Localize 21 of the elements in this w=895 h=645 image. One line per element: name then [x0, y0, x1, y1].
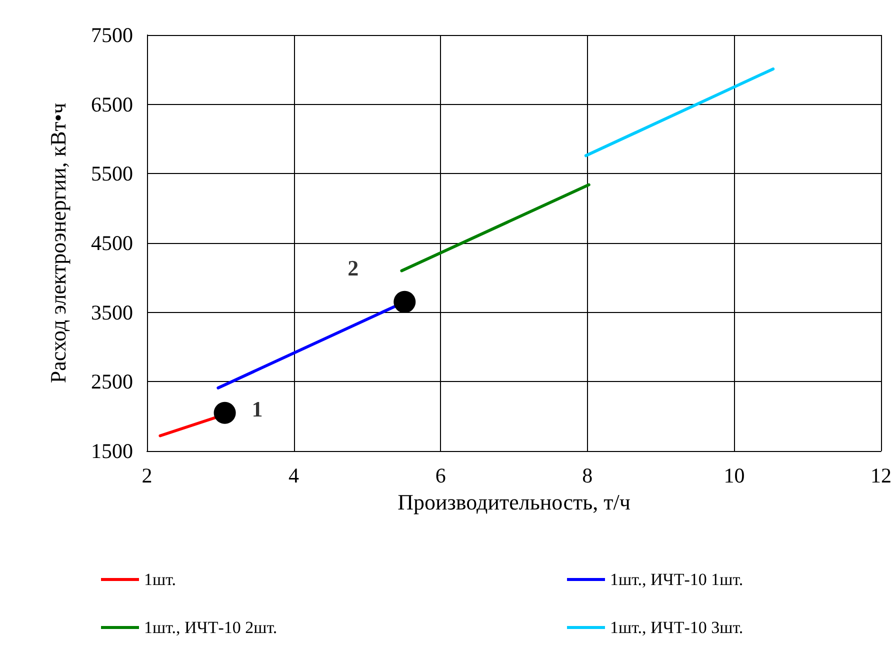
y-tick-label: 2500	[91, 370, 133, 394]
x-tick-label: 8	[582, 464, 593, 488]
y-tick-label: 3500	[91, 300, 133, 324]
legend-label: 1шт., ИЧТ-10 2шт.	[144, 618, 278, 637]
x-axis-title: Производительность, т/ч	[398, 490, 630, 514]
x-tick-label: 12	[870, 464, 892, 488]
annotation: 1	[252, 396, 263, 422]
y-tick-label: 7500	[91, 23, 133, 47]
y-tick-label: 5500	[91, 162, 133, 186]
annotation: 2	[348, 255, 359, 280]
y-axis-title: Расход электроэнергии, кВт•ч	[46, 102, 70, 384]
x-tick-label: 2	[142, 464, 152, 488]
y-tick-label: 4500	[91, 231, 133, 255]
x-tick-label: 4	[288, 464, 300, 488]
legend-label: 1шт., ИЧТ-10 1шт.	[610, 570, 744, 589]
x-tick-label: 6	[435, 464, 446, 488]
y-tick-label: 6500	[91, 92, 133, 116]
y-tick-label: 1500	[91, 439, 133, 463]
legend-label: 1шт.	[144, 570, 176, 589]
x-tick-label: 10	[724, 464, 745, 488]
legend-label: 1шт., ИЧТ-10 3шт.	[610, 618, 744, 637]
